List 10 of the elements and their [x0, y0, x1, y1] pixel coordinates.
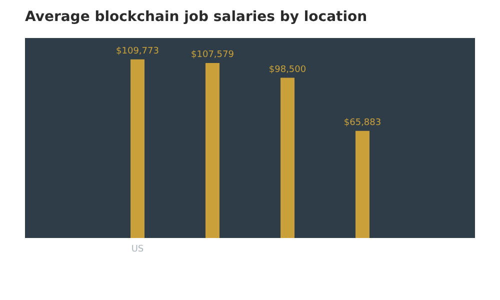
x-tick-label: US	[131, 244, 144, 254]
data-label: $107,579	[191, 50, 234, 60]
bar	[280, 78, 294, 238]
data-label: $109,773	[116, 46, 159, 56]
bar	[356, 130, 370, 238]
bar	[206, 63, 220, 238]
bar	[130, 59, 144, 238]
data-label: $98,500	[268, 64, 306, 75]
chart-title: Average blockchain job salaries by location	[25, 9, 368, 25]
data-label: $65,883	[344, 118, 382, 128]
